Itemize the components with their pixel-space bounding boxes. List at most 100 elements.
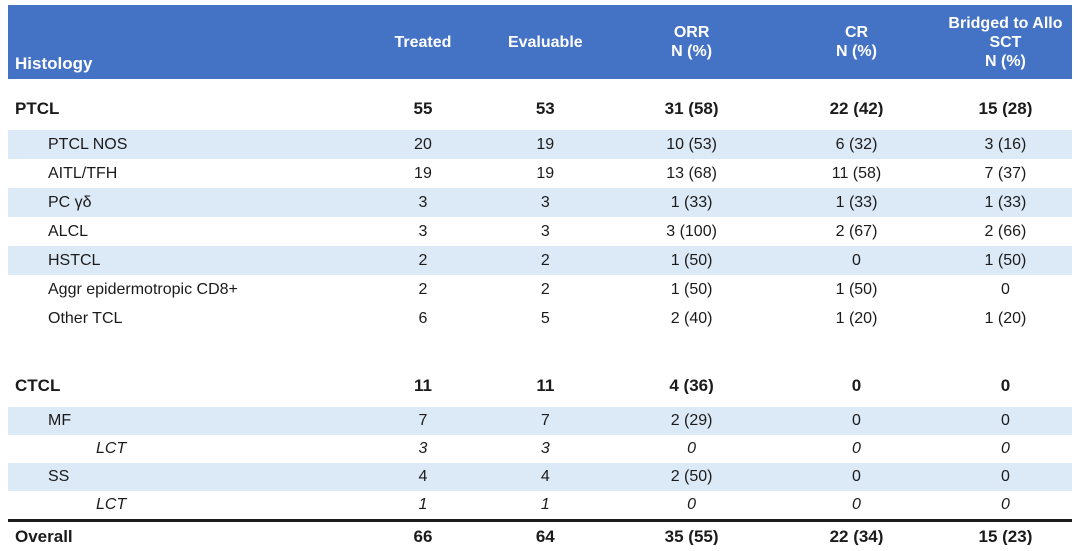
cr-cell: 1 (20) <box>835 310 878 327</box>
column-header-cr: CR N (%) <box>774 5 939 79</box>
bridged-cell: 15 (23) <box>978 528 1033 545</box>
table-body: PTCL 55 53 31 (58) 22 (42) 15 (28) PTCL … <box>8 86 1072 551</box>
table-row: AITL/TFH 19 19 13 (68) 11 (58) 7 (37) <box>8 159 1072 188</box>
treated-cell: 20 <box>414 136 432 153</box>
evaluable-cell: 3 <box>540 223 550 240</box>
histology-cell: AITL/TFH <box>48 165 118 182</box>
table-row: Overall 66 64 35 (55) 22 (34) 15 (23) <box>8 519 1072 551</box>
evaluable-cell: 64 <box>535 528 555 545</box>
histology-cell: ALCL <box>48 223 89 240</box>
column-label: CR <box>844 24 869 41</box>
orr-cell: 10 (53) <box>666 136 717 153</box>
orr-cell: 0 <box>687 441 697 457</box>
cr-cell: 0 <box>852 497 861 513</box>
bridged-cell: 15 (28) <box>978 99 1033 117</box>
column-header-bridged-to-allo-sct: Bridged to Allo SCT N (%) <box>939 5 1072 79</box>
bridged-cell: 0 <box>1001 441 1010 457</box>
column-sublabel: N (%) <box>671 43 713 60</box>
histology-cell: Other TCL <box>48 310 123 327</box>
orr-cell: 4 (36) <box>669 376 714 394</box>
cr-cell: 1 (50) <box>835 281 878 298</box>
treated-cell: 11 <box>413 376 432 394</box>
cr-cell: 0 <box>851 376 862 394</box>
cr-cell: 6 (32) <box>835 136 878 153</box>
column-header-treated: Treated <box>364 5 481 79</box>
column-label: Treated <box>394 33 452 51</box>
treated-cell: 3 <box>418 194 428 211</box>
histology-cell: LCT <box>96 441 127 457</box>
treated-cell: 6 <box>418 310 428 327</box>
cr-cell: 22 (34) <box>829 528 884 545</box>
column-label: Histology <box>15 54 93 73</box>
cr-cell: 22 (42) <box>829 99 884 117</box>
evaluable-cell: 1 <box>540 497 550 513</box>
evaluable-cell: 53 <box>535 99 555 117</box>
table-row: HSTCL 2 2 1 (50) 0 1 (50) <box>8 246 1072 275</box>
evaluable-cell: 19 <box>536 136 555 153</box>
bridged-cell: 7 (37) <box>984 165 1027 182</box>
histology-cell: SS <box>48 469 70 485</box>
orr-cell: 2 (40) <box>670 310 713 327</box>
histology-cell: Aggr epidermotropic CD8+ <box>48 281 238 298</box>
bridged-cell: 1 (33) <box>984 194 1027 211</box>
evaluable-cell: 7 <box>540 413 550 429</box>
treated-cell: 7 <box>418 413 428 429</box>
evaluable-cell: 2 <box>540 252 550 269</box>
bridged-cell: 0 <box>1001 469 1010 485</box>
table-row: PC γδ 3 3 1 (33) 1 (33) 1 (33) <box>8 188 1072 217</box>
table-row: MF 7 7 2 (29) 0 0 <box>8 407 1072 435</box>
treated-cell: 2 <box>418 252 428 269</box>
histology-results-table: Histology Treated Evaluable ORR N (%) CR… <box>8 5 1072 551</box>
cr-cell: 0 <box>852 469 861 485</box>
orr-cell: 2 (50) <box>670 469 713 485</box>
orr-cell: 1 (50) <box>670 252 713 269</box>
column-header-histology: Histology <box>8 5 364 79</box>
evaluable-cell: 3 <box>540 194 550 211</box>
histology-cell: PTCL <box>15 99 60 117</box>
cr-cell: 0 <box>852 413 861 429</box>
orr-cell: 2 (29) <box>670 413 713 429</box>
bridged-cell: 3 (16) <box>984 136 1027 153</box>
histology-cell: PC γδ <box>48 194 92 211</box>
column-sublabel: N (%) <box>985 52 1026 70</box>
table-row: SS 4 4 2 (50) 0 0 <box>8 463 1072 491</box>
treated-cell: 4 <box>418 469 428 485</box>
evaluable-cell: 4 <box>540 469 550 485</box>
histology-cell: LCT <box>96 497 127 513</box>
treated-cell: 3 <box>418 441 428 457</box>
orr-cell: 13 (68) <box>666 165 717 182</box>
table-row: ALCL 3 3 3 (100) 2 (67) 2 (66) <box>8 217 1072 246</box>
table-row: PTCL NOS 20 19 10 (53) 6 (32) 3 (16) <box>8 130 1072 159</box>
table-row <box>8 333 1072 363</box>
table-row: LCT 3 3 0 0 0 <box>8 435 1072 463</box>
cr-cell: 2 (67) <box>835 223 878 240</box>
orr-cell: 31 (58) <box>664 99 719 117</box>
bridged-cell: 0 <box>1000 376 1011 394</box>
evaluable-cell: 5 <box>540 310 550 327</box>
evaluable-cell: 19 <box>536 165 555 182</box>
evaluable-cell: 3 <box>540 441 550 457</box>
treated-cell: 3 <box>418 223 428 240</box>
bridged-cell: 1 (20) <box>984 310 1027 327</box>
table-row: Other TCL 6 5 2 (40) 1 (20) 1 (20) <box>8 304 1072 333</box>
histology-cell: CTCL <box>15 376 61 394</box>
bridged-cell: 0 <box>1001 413 1010 429</box>
orr-cell: 35 (55) <box>664 528 719 545</box>
column-label: Bridged to Allo SCT <box>948 14 1063 51</box>
histology-cell: MF <box>48 413 72 429</box>
column-header-evaluable: Evaluable <box>481 5 609 79</box>
table-row: LCT 1 1 0 0 0 <box>8 491 1072 519</box>
table-row: CTCL 11 11 4 (36) 0 0 <box>8 363 1072 407</box>
orr-cell: 0 <box>687 497 697 513</box>
column-sublabel: N (%) <box>836 43 877 60</box>
table-row: Aggr epidermotropic CD8+ 2 2 1 (50) 1 (5… <box>8 275 1072 304</box>
evaluable-cell: 11 <box>536 376 555 394</box>
orr-cell: 1 (50) <box>670 281 713 298</box>
orr-cell: 1 (33) <box>670 194 713 211</box>
column-label: Evaluable <box>507 33 583 51</box>
histology-cell: PTCL NOS <box>48 136 128 153</box>
column-header-orr: ORR N (%) <box>609 5 774 79</box>
table-row: PTCL 55 53 31 (58) 22 (42) 15 (28) <box>8 86 1072 130</box>
histology-cell: HSTCL <box>48 252 101 269</box>
evaluable-cell: 2 <box>540 281 550 298</box>
